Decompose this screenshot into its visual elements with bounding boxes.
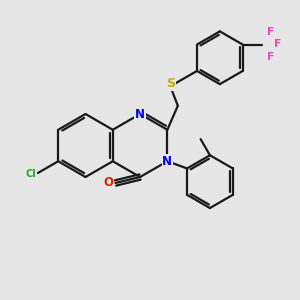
Text: F: F [267,52,274,61]
Text: S: S [166,77,175,90]
Text: N: N [135,107,145,121]
Text: O: O [104,176,114,190]
Text: Cl: Cl [25,169,36,179]
Text: F: F [267,27,274,37]
Text: N: N [162,155,172,168]
Text: F: F [274,39,281,49]
